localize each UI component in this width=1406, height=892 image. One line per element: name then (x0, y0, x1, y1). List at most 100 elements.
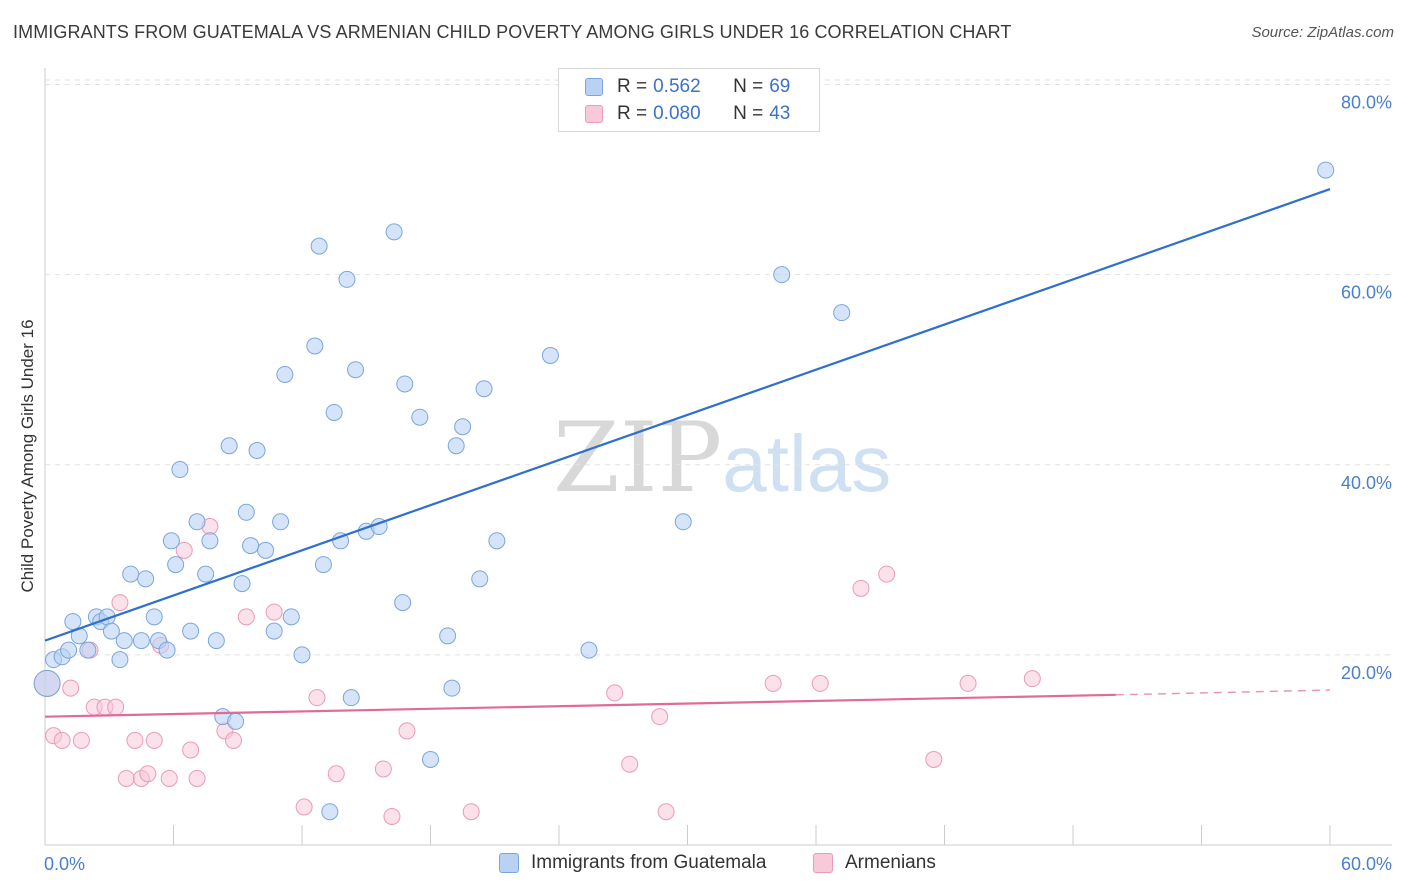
point-armenians (188, 769, 206, 787)
point-guatemala (265, 622, 283, 640)
point-guatemala (385, 223, 403, 241)
point-armenians (117, 769, 135, 787)
series-guatemala (33, 161, 1335, 821)
point-guatemala (325, 403, 343, 421)
point-armenians (651, 708, 669, 726)
point-guatemala (488, 532, 506, 550)
point-armenians (62, 679, 80, 697)
n-value: 43 (769, 103, 791, 124)
point-guatemala (1317, 161, 1335, 179)
legend-item-armenians: Armenians (813, 852, 936, 874)
series-legend: Immigrants from Guatemala Armenians (0, 852, 1406, 876)
x-tick-label-max: 60.0% (1341, 854, 1392, 874)
point-guatemala (833, 304, 851, 322)
r-value: 0.562 (653, 76, 701, 97)
legend-label-armenians: Armenians (845, 852, 936, 873)
point-guatemala (242, 537, 260, 555)
point-guatemala (276, 365, 294, 383)
point-guatemala (338, 270, 356, 288)
point-guatemala (64, 613, 82, 631)
legend-swatch-blue (585, 78, 603, 96)
trend-line-armenians (44, 693, 1116, 718)
point-guatemala (188, 513, 206, 531)
point-guatemala (257, 541, 275, 559)
point-guatemala (272, 513, 290, 531)
legend-label-guatemala: Immigrants from Guatemala (531, 852, 767, 873)
source-credit: Source: ZipAtlas.com (1251, 24, 1394, 41)
trend-line-guatemala (44, 188, 1331, 642)
legend-swatch-pink (585, 105, 603, 123)
point-armenians (764, 674, 782, 692)
y-tick-label: 60.0% (1341, 283, 1392, 303)
point-armenians (107, 698, 125, 716)
point-armenians (606, 684, 624, 702)
point-guatemala (182, 622, 200, 640)
point-guatemala (471, 570, 489, 588)
point-guatemala (580, 641, 598, 659)
point-guatemala (111, 651, 129, 669)
point-guatemala (171, 461, 189, 479)
point-armenians (111, 594, 129, 612)
point-guatemala (347, 361, 365, 379)
point-guatemala (314, 556, 332, 574)
r-label: R = (617, 76, 648, 97)
point-guatemala (454, 418, 472, 436)
x-tick-labels: 0.0% 60.0% (44, 854, 1392, 874)
point-guatemala (220, 437, 238, 455)
point-armenians (925, 750, 943, 768)
point-armenians (182, 741, 200, 759)
point-guatemala (145, 608, 163, 626)
point-guatemala (115, 632, 133, 650)
y-tick-label: 20.0% (1341, 663, 1392, 683)
n-label: N = (733, 103, 764, 124)
point-guatemala (282, 608, 300, 626)
point-guatemala (197, 565, 215, 583)
point-guatemala (33, 669, 61, 697)
point-guatemala (422, 750, 439, 768)
legend-swatch-blue (499, 853, 519, 873)
point-armenians (621, 755, 639, 773)
point-armenians (126, 731, 144, 749)
point-armenians (383, 807, 401, 825)
point-guatemala (342, 689, 360, 707)
watermark-zip: ZIP (553, 402, 723, 514)
point-armenians (295, 798, 313, 816)
point-guatemala (132, 632, 150, 650)
point-armenians (878, 565, 896, 583)
point-guatemala (447, 437, 465, 455)
point-guatemala (207, 632, 225, 650)
r-label: R = (617, 103, 648, 124)
point-guatemala (60, 641, 78, 659)
trend-line-armenians-extension (1115, 689, 1331, 696)
trend-lines (44, 188, 1331, 718)
y-tick-labels: 20.0% 40.0% 60.0% 80.0% (1341, 93, 1392, 683)
point-guatemala (201, 532, 219, 550)
stats-row-guatemala: R = 0.562 N = 69 (585, 74, 790, 100)
point-guatemala (167, 556, 185, 574)
point-guatemala (122, 565, 140, 583)
point-guatemala (137, 570, 155, 588)
point-armenians (308, 689, 326, 707)
axes (44, 68, 1392, 846)
point-guatemala (439, 627, 457, 645)
watermark-atlas: atlas (722, 419, 892, 508)
point-guatemala (102, 622, 120, 640)
point-guatemala (79, 641, 97, 659)
r-value: 0.080 (653, 103, 701, 124)
legend-swatch-pink (813, 853, 833, 873)
legend-item-guatemala: Immigrants from Guatemala (499, 852, 766, 874)
point-guatemala (674, 513, 692, 531)
point-guatemala (396, 375, 414, 393)
point-armenians (160, 769, 178, 787)
point-guatemala (306, 337, 324, 355)
point-armenians (72, 731, 90, 749)
point-armenians (811, 674, 829, 692)
point-armenians (462, 803, 480, 821)
chart-title: IMMIGRANTS FROM GUATEMALA VS ARMENIAN CH… (13, 22, 1012, 42)
point-guatemala (321, 803, 339, 821)
point-armenians (265, 603, 283, 621)
point-armenians (959, 674, 977, 692)
point-guatemala (773, 266, 791, 284)
watermark: ZIPatlas (553, 402, 891, 514)
